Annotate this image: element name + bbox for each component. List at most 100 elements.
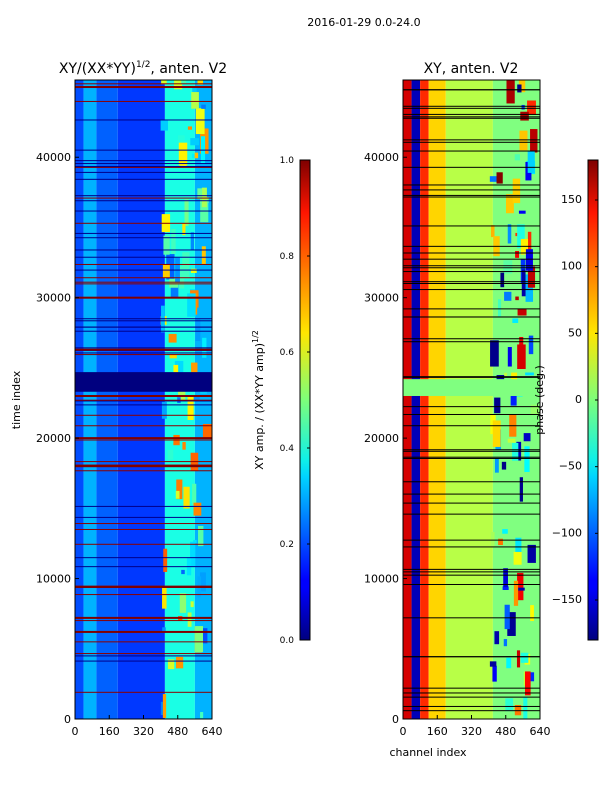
heatmap-cell bbox=[501, 461, 507, 470]
heatmap-cell bbox=[195, 626, 204, 653]
heatmap-band bbox=[75, 660, 212, 662]
heatmap-cell bbox=[187, 396, 194, 420]
heatmap-cell bbox=[181, 569, 185, 575]
heatmap-cell bbox=[524, 671, 531, 696]
heatmap-cell bbox=[504, 372, 508, 376]
heatmap-band bbox=[403, 705, 540, 707]
heatmap-cell bbox=[523, 697, 528, 719]
heatmap-band bbox=[403, 376, 540, 378]
y-tick-label: 0 bbox=[64, 713, 71, 726]
left-colorbar-gradient bbox=[299, 159, 311, 641]
y-tick-label: 0 bbox=[392, 713, 399, 726]
heatmap-cell bbox=[161, 401, 167, 419]
colorbar-tick-label: −100 bbox=[552, 526, 582, 539]
heatmap-cell bbox=[173, 80, 183, 90]
heatmap-band bbox=[403, 89, 540, 91]
heatmap-cell bbox=[520, 652, 529, 663]
heatmap-band bbox=[75, 318, 212, 320]
heatmap-band bbox=[75, 464, 212, 466]
heatmap-cell bbox=[507, 347, 512, 367]
heatmap-cell bbox=[173, 364, 179, 373]
heatmap-cell bbox=[198, 628, 208, 644]
heatmap-band bbox=[403, 338, 540, 340]
heatmap-cell bbox=[191, 92, 199, 109]
heatmap-band bbox=[403, 376, 540, 378]
heatmap-cell bbox=[175, 656, 184, 669]
heatmap-cell bbox=[517, 84, 522, 93]
heatmap-band bbox=[75, 269, 212, 271]
heatmap-band bbox=[403, 267, 540, 269]
right-title: XY, anten. V2 bbox=[424, 61, 519, 77]
heatmap-band bbox=[403, 107, 540, 109]
heatmap-cell bbox=[182, 442, 186, 450]
heatmap-cell bbox=[194, 152, 199, 159]
heatmap-cell bbox=[521, 269, 526, 297]
heatmap-band bbox=[403, 457, 540, 459]
heatmap-cell bbox=[517, 587, 525, 591]
heatmap-band bbox=[75, 100, 212, 102]
heatmap-band bbox=[75, 461, 212, 463]
heatmap-cell bbox=[162, 694, 167, 718]
y-tick-label: 30000 bbox=[364, 292, 399, 305]
heatmap-band bbox=[403, 194, 540, 196]
heatmap-band bbox=[403, 289, 540, 291]
heatmap-cell bbox=[518, 80, 526, 93]
heatmap-cell bbox=[201, 246, 206, 265]
heatmap-cell bbox=[190, 138, 199, 146]
colorbar-tick-label: 0.8 bbox=[280, 252, 295, 262]
heatmap-cell bbox=[524, 446, 530, 472]
y-tick-label: 20000 bbox=[36, 432, 71, 445]
heatmap-cell bbox=[170, 283, 179, 298]
colorbar-tick-label: 150 bbox=[561, 193, 582, 206]
heatmap-cell bbox=[527, 100, 536, 115]
heatmap-cell bbox=[195, 108, 205, 135]
heatmap-band bbox=[403, 546, 540, 548]
heatmap-column bbox=[445, 80, 493, 719]
colorbar-tick-label: 1.0 bbox=[280, 156, 295, 166]
heatmap-band bbox=[403, 450, 540, 452]
heatmap-cell bbox=[516, 650, 521, 668]
heatmap-band bbox=[75, 437, 212, 440]
heatmap-band bbox=[75, 160, 212, 162]
heatmap-band bbox=[403, 271, 540, 273]
heatmap-cell bbox=[187, 612, 192, 627]
heatmap-band bbox=[75, 222, 212, 224]
heatmap-cell bbox=[507, 612, 516, 636]
heatmap-band bbox=[403, 116, 540, 118]
heatmap-band bbox=[403, 113, 540, 115]
heatmap-band bbox=[75, 372, 212, 392]
heatmap-cell bbox=[190, 268, 197, 273]
figure-suptitle: 2016-01-29 0.0-24.0 bbox=[307, 16, 420, 29]
heatmap-cell bbox=[162, 627, 166, 633]
heatmap-cell bbox=[510, 393, 517, 406]
heatmap-band bbox=[75, 237, 212, 239]
heatmap-cell bbox=[162, 586, 167, 609]
heatmap-cell bbox=[528, 672, 535, 682]
heatmap-band bbox=[403, 502, 540, 504]
heatmap-band bbox=[75, 616, 212, 619]
heatmap-cell bbox=[167, 449, 174, 460]
heatmap-cell bbox=[507, 438, 516, 443]
heatmap-band bbox=[403, 656, 540, 658]
x-tick-label: 640 bbox=[530, 725, 551, 738]
y-tick-label: 40000 bbox=[36, 151, 71, 164]
heatmap-band bbox=[75, 425, 212, 427]
heatmap-cell bbox=[176, 479, 183, 500]
heatmap-cell bbox=[506, 657, 512, 669]
heatmap-cell bbox=[490, 340, 499, 367]
heatmap-band bbox=[75, 543, 212, 545]
heatmap-band bbox=[75, 86, 212, 89]
heatmap-band bbox=[403, 571, 540, 573]
heatmap-band bbox=[403, 481, 540, 483]
heatmap-cell bbox=[525, 372, 534, 376]
heatmap-cell bbox=[202, 423, 212, 440]
heatmap-cell bbox=[193, 502, 202, 516]
heatmap-cell bbox=[192, 483, 197, 505]
heatmap-cell bbox=[490, 225, 495, 238]
y-tick-label: 10000 bbox=[36, 573, 71, 586]
heatmap-cell bbox=[197, 188, 203, 200]
heatmap-cell bbox=[175, 490, 180, 499]
heatmap-cell bbox=[527, 231, 532, 252]
heatmap-cell bbox=[503, 260, 513, 274]
heatmap-column bbox=[75, 80, 84, 719]
